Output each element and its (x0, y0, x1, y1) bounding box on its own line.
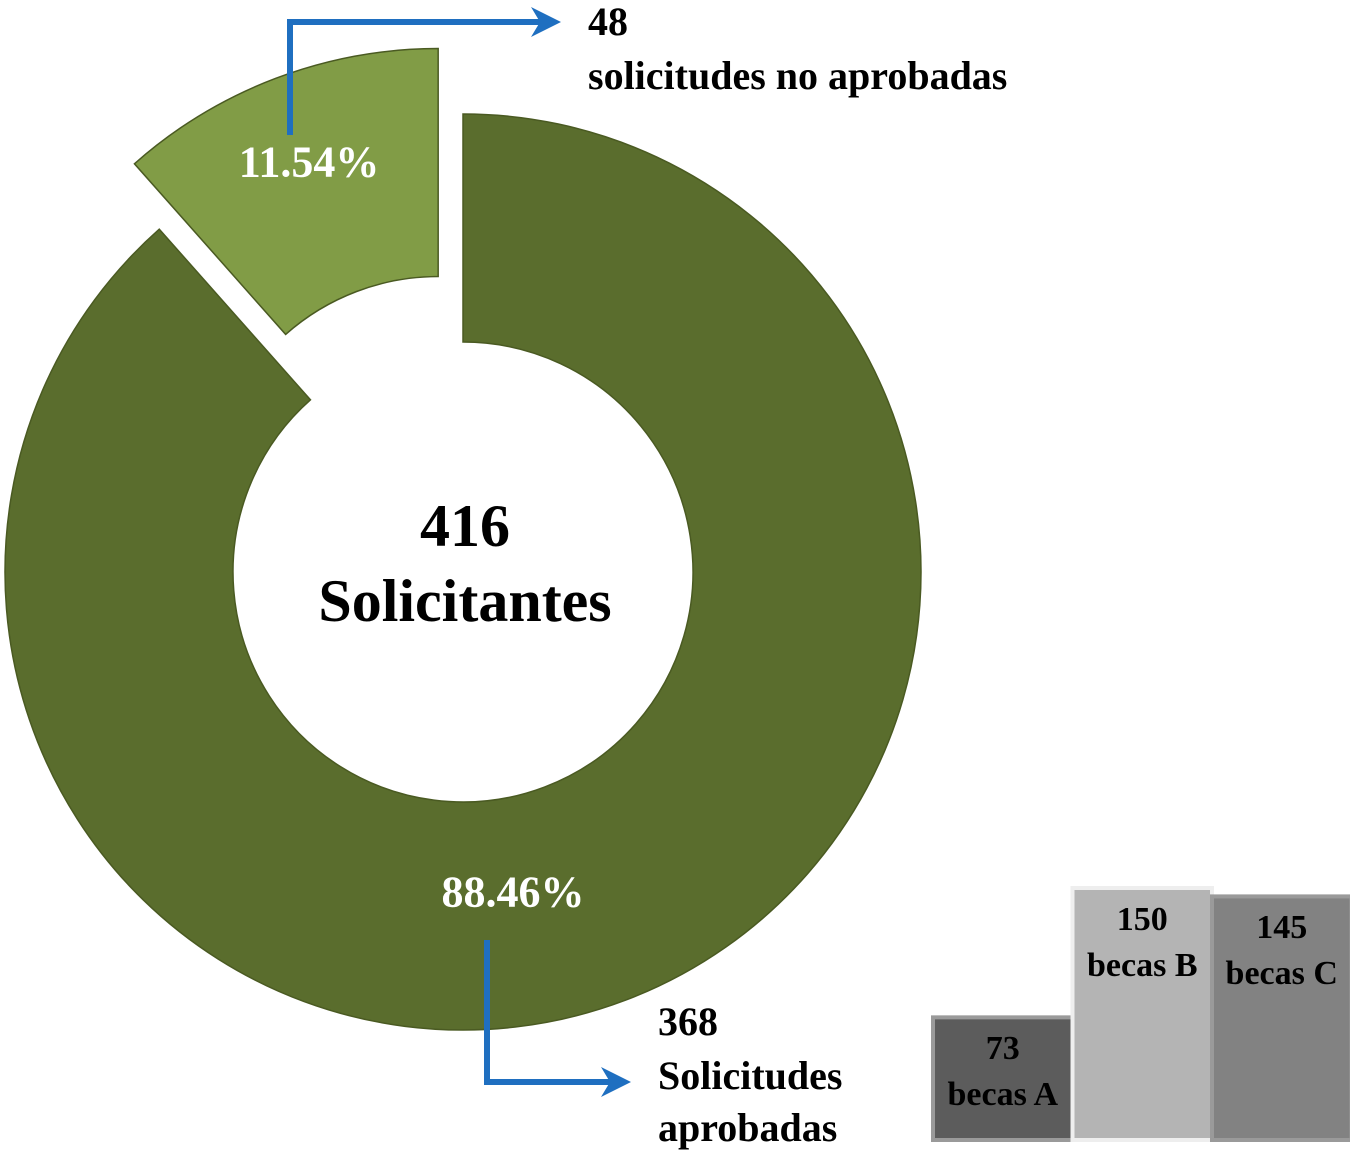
total-label: Solicitantes (318, 568, 611, 634)
bar-category-label: becas C (1226, 955, 1338, 992)
bar (931, 1015, 1075, 1142)
count-label: 368 (658, 999, 718, 1044)
bar (1070, 886, 1214, 1142)
category-label: Solicitudes aprobadas (658, 1053, 843, 1150)
donut: 88.46% 11.54% (4, 47, 922, 1031)
bar (1210, 894, 1350, 1143)
count-label: 48 (588, 0, 628, 44)
arrow (484, 940, 631, 1097)
bars: 73 becas A 150 becas B 145 becas C (931, 886, 1350, 1143)
bar-value-label: 145 (1256, 909, 1307, 946)
bar-category-label: becas A (948, 1076, 1059, 1113)
bar-value-label: 150 (1117, 901, 1168, 938)
donut-slice (4, 113, 922, 1031)
total-value: 416 (420, 493, 510, 559)
category-label: solicitudes no aprobadas (588, 53, 1008, 98)
bar-category-label: becas B (1087, 947, 1198, 984)
percent-label: 88.46% (442, 867, 585, 916)
bar-value-label: 73 (986, 1030, 1020, 1067)
arrow (287, 7, 561, 135)
donut-slice (133, 47, 439, 336)
percent-label: 11.54% (239, 137, 380, 186)
